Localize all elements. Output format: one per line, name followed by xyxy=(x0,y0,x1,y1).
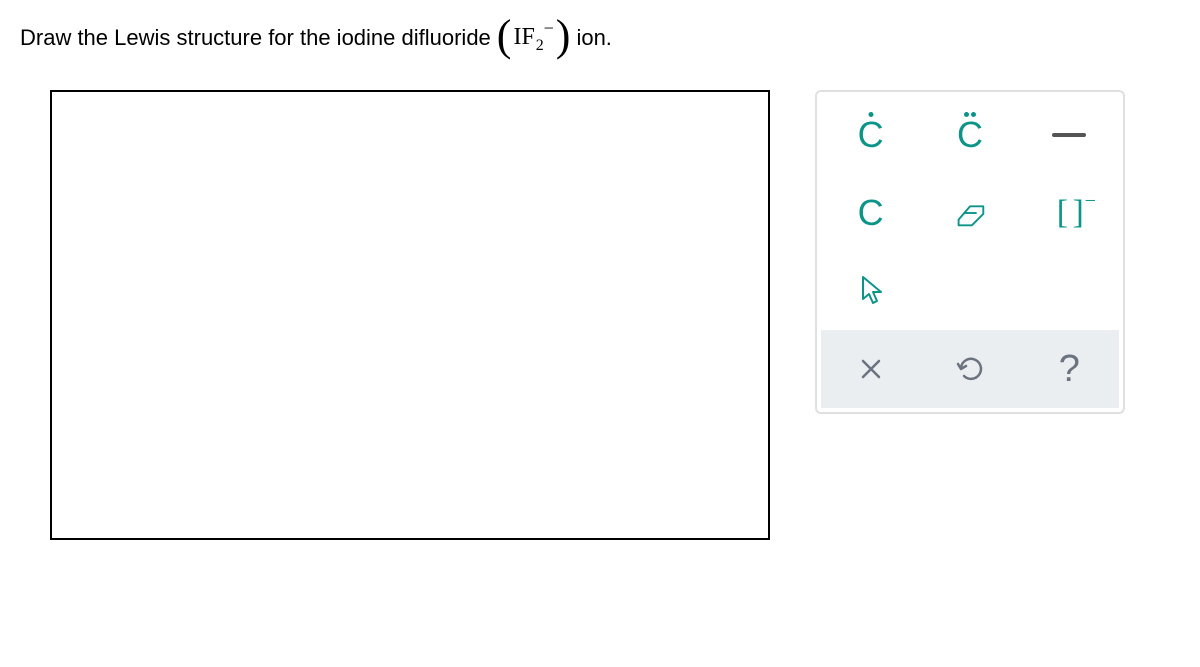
eraser-icon xyxy=(951,198,989,228)
tool-row-1: C C xyxy=(821,96,1119,174)
formula-superscript: − xyxy=(544,18,554,39)
toolbox: C C C [ ] − xyxy=(815,90,1125,414)
open-paren: ( xyxy=(497,18,512,53)
prompt-prefix: Draw the Lewis structure for the iodine … xyxy=(20,25,491,51)
bracket-icon: [ ] − xyxy=(1057,194,1082,232)
clear-button[interactable] xyxy=(821,330,920,408)
bond-icon xyxy=(1052,133,1086,137)
tool-row-footer: ? xyxy=(821,330,1119,408)
bracket-charge-tool[interactable]: [ ] − xyxy=(1020,174,1119,252)
formula-subscript: 2 xyxy=(536,37,544,55)
formula-main: IF xyxy=(513,24,534,51)
single-electron-icon: C xyxy=(858,114,884,156)
atom-icon: C xyxy=(858,192,884,234)
undo-button[interactable] xyxy=(920,330,1019,408)
undo-icon xyxy=(955,354,985,384)
close-icon xyxy=(859,357,883,381)
atom-tool[interactable]: C xyxy=(821,174,920,252)
eraser-tool[interactable] xyxy=(920,174,1019,252)
electron-pair-icon: C xyxy=(957,114,983,156)
question-prompt: Draw the Lewis structure for the iodine … xyxy=(20,20,1180,55)
formula: ( IF 2 − ) xyxy=(497,20,571,55)
single-electron-tool[interactable]: C xyxy=(821,96,920,174)
help-icon: ? xyxy=(1059,348,1080,391)
pointer-tool[interactable] xyxy=(821,252,920,330)
tool-empty-2 xyxy=(1020,252,1119,330)
tool-row-2: C [ ] − xyxy=(821,174,1119,252)
tool-row-3 xyxy=(821,252,1119,330)
tool-empty-1 xyxy=(920,252,1019,330)
workspace: C C C [ ] − xyxy=(20,90,1180,540)
pointer-icon xyxy=(855,273,887,309)
help-button[interactable]: ? xyxy=(1020,330,1119,408)
formula-inner: IF 2 − xyxy=(511,24,545,51)
close-paren: ) xyxy=(556,18,571,53)
prompt-suffix: ion. xyxy=(576,25,611,51)
electron-pair-tool[interactable]: C xyxy=(920,96,1019,174)
drawing-canvas[interactable] xyxy=(50,90,770,540)
bond-tool[interactable] xyxy=(1020,96,1119,174)
